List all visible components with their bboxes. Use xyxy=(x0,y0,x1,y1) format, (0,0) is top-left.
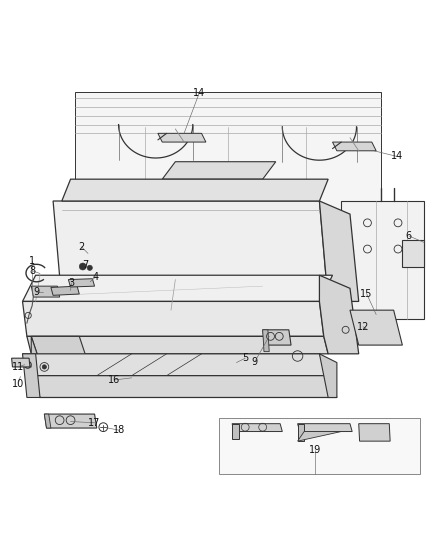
Text: 2: 2 xyxy=(78,242,85,252)
Text: 15: 15 xyxy=(360,288,373,298)
Polygon shape xyxy=(403,240,424,266)
Text: 11: 11 xyxy=(12,362,24,372)
Circle shape xyxy=(87,265,92,270)
Polygon shape xyxy=(297,432,341,441)
Polygon shape xyxy=(62,179,328,201)
Text: 6: 6 xyxy=(406,231,412,241)
Text: 17: 17 xyxy=(88,418,101,428)
Polygon shape xyxy=(297,424,352,432)
Polygon shape xyxy=(350,310,403,345)
Text: 18: 18 xyxy=(113,425,126,435)
Polygon shape xyxy=(22,302,324,336)
Text: 14: 14 xyxy=(193,88,205,98)
Polygon shape xyxy=(162,161,276,179)
Text: 16: 16 xyxy=(108,375,120,385)
Polygon shape xyxy=(22,354,40,398)
Polygon shape xyxy=(158,133,206,142)
Polygon shape xyxy=(341,201,424,319)
Polygon shape xyxy=(31,336,40,389)
Polygon shape xyxy=(319,201,359,302)
Polygon shape xyxy=(44,414,51,428)
Text: 5: 5 xyxy=(242,353,248,363)
Polygon shape xyxy=(297,424,304,441)
Polygon shape xyxy=(241,236,285,266)
Polygon shape xyxy=(31,336,88,362)
Polygon shape xyxy=(219,418,420,474)
Text: 12: 12 xyxy=(357,322,369,332)
Text: 8: 8 xyxy=(29,266,35,276)
Polygon shape xyxy=(68,279,95,287)
Polygon shape xyxy=(12,358,30,367)
Text: 1: 1 xyxy=(29,256,35,266)
Polygon shape xyxy=(44,414,97,428)
Circle shape xyxy=(42,365,46,369)
Text: 19: 19 xyxy=(309,445,321,455)
Polygon shape xyxy=(75,92,381,297)
Polygon shape xyxy=(51,286,79,295)
Polygon shape xyxy=(332,142,376,151)
Polygon shape xyxy=(319,354,337,398)
Text: 14: 14 xyxy=(391,151,403,161)
Polygon shape xyxy=(263,330,291,345)
Polygon shape xyxy=(123,236,166,266)
Text: 10: 10 xyxy=(12,379,24,390)
Polygon shape xyxy=(22,354,328,376)
Polygon shape xyxy=(27,336,328,354)
Polygon shape xyxy=(31,376,337,398)
Polygon shape xyxy=(263,330,269,352)
Polygon shape xyxy=(162,179,263,245)
Polygon shape xyxy=(31,286,60,297)
Text: 7: 7 xyxy=(82,260,88,270)
Polygon shape xyxy=(232,424,239,439)
Polygon shape xyxy=(53,201,328,302)
Circle shape xyxy=(79,263,86,270)
Text: 3: 3 xyxy=(68,278,74,288)
Text: 4: 4 xyxy=(93,271,99,281)
Polygon shape xyxy=(232,424,283,432)
Polygon shape xyxy=(319,275,359,354)
Polygon shape xyxy=(22,275,332,302)
Text: 9: 9 xyxy=(33,287,39,297)
Polygon shape xyxy=(359,424,390,441)
Text: 9: 9 xyxy=(252,357,258,367)
